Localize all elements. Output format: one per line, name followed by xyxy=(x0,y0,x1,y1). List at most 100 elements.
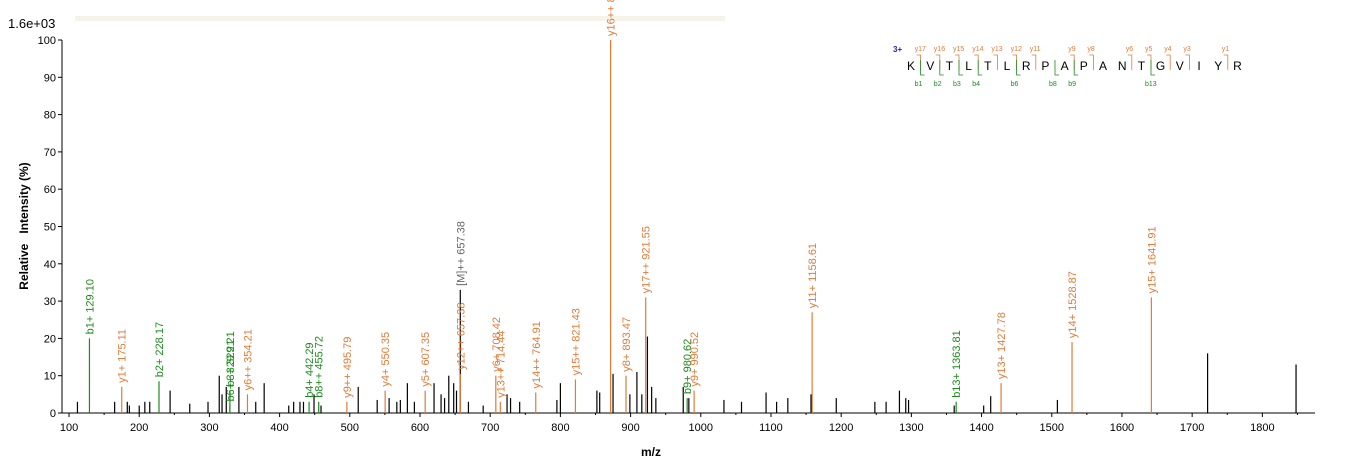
y-ion-bracket xyxy=(916,54,921,70)
y-tick-label: 30 xyxy=(44,296,56,308)
sequence-residue: R xyxy=(1233,59,1242,73)
header-strip xyxy=(75,16,725,21)
x-tick-label: 400 xyxy=(270,422,288,434)
sequence-residue: L xyxy=(965,59,972,73)
peak-label: y12++ 657.38 xyxy=(455,303,467,370)
y-ion-bracket xyxy=(1223,54,1229,70)
b-ion-bracket xyxy=(1016,60,1021,76)
intensity-scale-label: 1.6e+03 xyxy=(8,16,55,31)
y-tick-label: 90 xyxy=(44,72,56,84)
x-ticks: 100 200 300 400 500 600 700 800 900 1000 1100 1200 1… xyxy=(60,413,1298,434)
axes: 0 10 20 30 40 50 60 70 80 90 100 100 200 300 400 500 60… xyxy=(38,35,1315,434)
y-ion-label: y12 xyxy=(1011,46,1022,53)
peak-label: y8+ 893.47 xyxy=(621,317,633,372)
b-ion-bracket xyxy=(920,60,925,76)
b-ion-label: b1 xyxy=(915,81,923,88)
y-ticks: 0 10 20 30 40 50 60 70 80 90 100 xyxy=(38,35,62,420)
y-ion-bracket xyxy=(1012,54,1017,70)
peak-label: y11+ 1158.61 xyxy=(807,243,819,308)
peak-label: y17++ 921.55 xyxy=(641,226,653,293)
y-tick-label: 10 xyxy=(44,371,56,383)
x-tick-label: 1000 xyxy=(689,422,713,434)
b-ion-label: b6 xyxy=(1011,81,1019,88)
y-tick-label: 50 xyxy=(44,222,56,234)
y-ion-bracket xyxy=(1127,54,1133,70)
x-tick-label: 1200 xyxy=(829,422,853,434)
y-tick-label: 40 xyxy=(44,259,56,271)
peak-label: y6++ 354.21 xyxy=(242,329,254,390)
y-ion-label: y16 xyxy=(934,46,945,53)
x-tick-label: 1600 xyxy=(1110,422,1134,434)
sequence-residue: G xyxy=(1156,59,1165,73)
sequence-residue: R xyxy=(1022,59,1031,73)
sequence-residue: N xyxy=(1118,59,1127,73)
peak-label: y6+ 708.42 xyxy=(491,317,503,372)
peak-label: y9+ 990.52 xyxy=(689,332,701,387)
peak-label: y14+ 1528.87 xyxy=(1067,271,1079,338)
y-ion-bracket xyxy=(1031,54,1037,70)
y-ion-label: y3 xyxy=(1183,46,1191,53)
sequence-residue: V xyxy=(926,59,934,73)
sequence-residue: Y xyxy=(1214,59,1222,73)
peak-label: b8++ 455.72 xyxy=(314,336,326,398)
b-ion-label: b8 xyxy=(1049,81,1057,88)
b-ion-label: b9 xyxy=(1068,81,1076,88)
y-ion-bracket xyxy=(1070,54,1075,70)
y-ion-label: y9 xyxy=(1068,46,1076,53)
y-ion-label: y4 xyxy=(1164,46,1172,53)
y-ion-label: y1 xyxy=(1222,46,1230,53)
b-ion-bracket xyxy=(1073,60,1079,76)
b-ion-label: b2 xyxy=(934,81,942,88)
b-ion-label: b13 xyxy=(1145,81,1157,88)
peak-label: y15+ 1641.91 xyxy=(1146,226,1158,293)
b-ion-label: b4 xyxy=(972,81,980,88)
sequence-residue: T xyxy=(1138,59,1146,73)
peak-label: b2+ 228.17 xyxy=(154,322,166,377)
y-ion-bracket xyxy=(955,54,960,70)
charge-state: 3+ xyxy=(893,45,902,54)
y-ion-label: y8 xyxy=(1087,46,1095,53)
x-tick-label: 200 xyxy=(130,422,148,434)
y-ion-label: y14 xyxy=(972,46,983,53)
x-axis-title: m/z xyxy=(641,445,661,459)
peak-label: b6++ 329.21 xyxy=(225,340,237,402)
peaks xyxy=(76,40,1297,413)
sequence-residue: A xyxy=(1099,59,1107,73)
sequence-residue: A xyxy=(1061,59,1069,73)
x-tick-label: 700 xyxy=(481,422,499,434)
peak-label: b4+ 442.29 xyxy=(304,342,316,397)
y-ion-bracket xyxy=(1166,54,1171,70)
peak-label: y13++ 714.44 xyxy=(495,331,507,398)
sequence-residue: T xyxy=(946,59,954,73)
y-ion-bracket xyxy=(1089,54,1094,70)
x-tick-label: 1700 xyxy=(1180,422,1204,434)
peak-label: y13+ 1427.78 xyxy=(996,312,1008,379)
y-ion-label: y5 xyxy=(1145,46,1153,53)
sequence-residue: T xyxy=(984,59,992,73)
y-tick-label: 80 xyxy=(44,110,56,122)
sequence-residue: I xyxy=(1197,59,1200,73)
y-ion-label: y11 xyxy=(1030,46,1041,53)
y-ion-bracket xyxy=(935,54,941,70)
peak-label: y9++ 495.79 xyxy=(342,337,354,398)
sequence-residue: V xyxy=(1176,59,1184,73)
x-tick-label: 300 xyxy=(200,422,218,434)
x-tick-label: 500 xyxy=(341,422,359,434)
peak-label: y16++ 871.9 xyxy=(606,0,618,36)
sequence-residue: P xyxy=(1041,59,1049,73)
peak-label: y4+ 550.35 xyxy=(380,332,392,387)
b-ion-bracket xyxy=(1150,60,1155,76)
peak-label: b3+ 329.21 xyxy=(225,331,237,386)
x-tick-label: 800 xyxy=(551,422,569,434)
peak-label: b1+ 129.10 xyxy=(84,279,96,334)
y-ion-label: y6 xyxy=(1126,46,1134,53)
y-tick-label: 20 xyxy=(44,333,56,345)
y-tick-label: 70 xyxy=(44,147,56,159)
y-ion-bracket xyxy=(1147,54,1152,70)
b-ion-bracket xyxy=(977,60,983,76)
x-tick-label: 1800 xyxy=(1250,422,1274,434)
peak-label: y15++ 821.43 xyxy=(570,308,582,375)
x-tick-label: 1500 xyxy=(1040,422,1064,434)
x-tick-label: 1400 xyxy=(969,422,993,434)
